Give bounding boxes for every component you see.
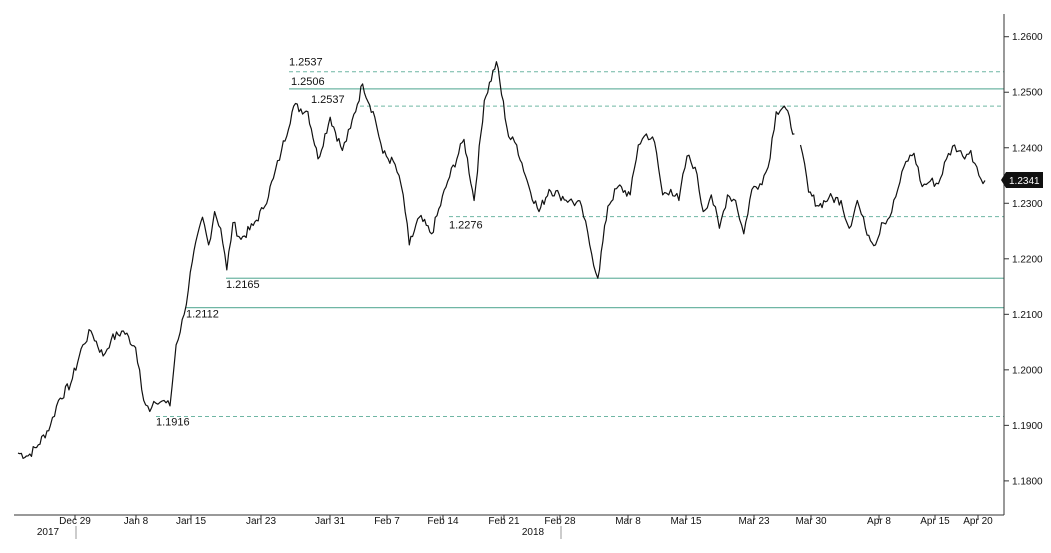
x-tick-label-6: Feb 14	[427, 516, 459, 527]
last-value-label: 1.2341	[1009, 176, 1040, 187]
x-tick-label-12: Mar 30	[795, 516, 827, 527]
x-tick-label-1: Jan 8	[124, 516, 149, 527]
level-label-4: 1.2165	[226, 279, 260, 291]
price-series-1	[799, 144, 986, 247]
level-label-1: 1.2506	[291, 76, 325, 88]
x-tick-label-10: Mar 15	[670, 516, 702, 527]
x-tick-label-3: Jan 23	[246, 516, 276, 527]
x-tick-label-9: Mar 8	[615, 516, 641, 527]
year-label-0: 2017	[37, 527, 60, 538]
y-tick-label-1: 1.1900	[1012, 421, 1043, 432]
y-tick-label-7: 1.2500	[1012, 88, 1043, 99]
x-tick-label-15: Apr 20	[963, 516, 993, 527]
y-tick-label-3: 1.2100	[1012, 310, 1043, 321]
x-tick-label-2: Jan 15	[176, 516, 206, 527]
x-tick-label-14: Apr 15	[920, 516, 950, 527]
level-label-2: 1.2537	[311, 94, 345, 106]
x-tick-label-0: Dec 29	[59, 516, 91, 527]
y-tick-label-6: 1.2400	[1012, 143, 1043, 154]
last-value-tag: 1.2341	[1001, 172, 1043, 188]
year-label-1: 2018	[522, 527, 545, 538]
x-tick-label-8: Feb 28	[544, 516, 576, 527]
price-series-0	[17, 61, 795, 459]
level-label-6: 1.1916	[156, 416, 190, 428]
y-tick-label-2: 1.2000	[1012, 365, 1043, 376]
x-tick-label-11: Mar 23	[738, 516, 770, 527]
x-tick-label-7: Feb 21	[488, 516, 520, 527]
y-tick-label-4: 1.2200	[1012, 254, 1043, 265]
y-tick-label-0: 1.1800	[1012, 476, 1043, 487]
y-tick-label-8: 1.2600	[1012, 32, 1043, 43]
y-tick-label-5: 1.2300	[1012, 199, 1043, 210]
x-tick-label-5: Feb 7	[374, 516, 400, 527]
x-tick-label-4: Jan 31	[315, 516, 345, 527]
level-label-3: 1.2276	[449, 220, 483, 232]
level-label-0: 1.2537	[289, 57, 323, 69]
x-tick-label-13: Apr 8	[867, 516, 891, 527]
level-label-5: 1.2112	[186, 309, 219, 321]
